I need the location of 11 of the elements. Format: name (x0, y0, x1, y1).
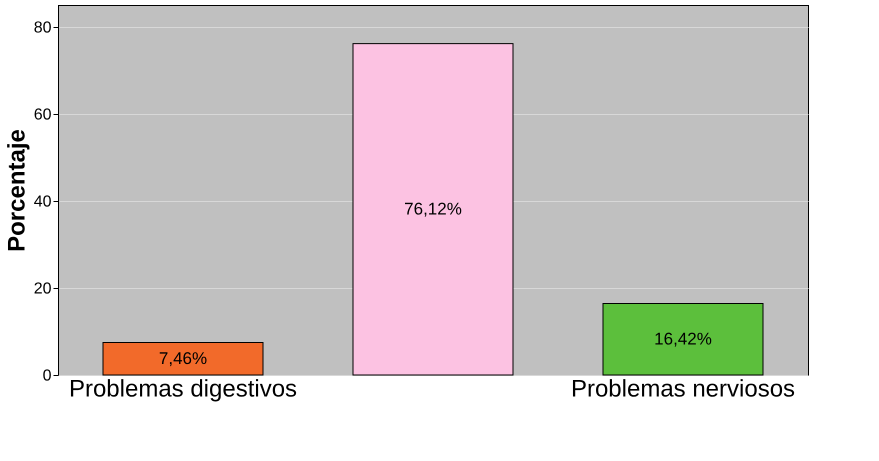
x-tick-label: Problemas digestivos (68, 376, 298, 402)
y-tick-label: 80 (34, 19, 52, 36)
data-label: 7,46% (158, 348, 208, 368)
y-tick-label: 60 (34, 106, 52, 124)
x-tick-label: Problemas nerviosos (570, 376, 796, 402)
y-tick-label: 20 (34, 280, 52, 298)
y-axis-title: Porcentaje (4, 129, 31, 252)
y-tick-label: 40 (34, 193, 52, 210)
data-label: 76,12% (404, 199, 462, 218)
data-label: 16,42% (654, 329, 712, 348)
y-tick-label: 0 (42, 368, 52, 384)
